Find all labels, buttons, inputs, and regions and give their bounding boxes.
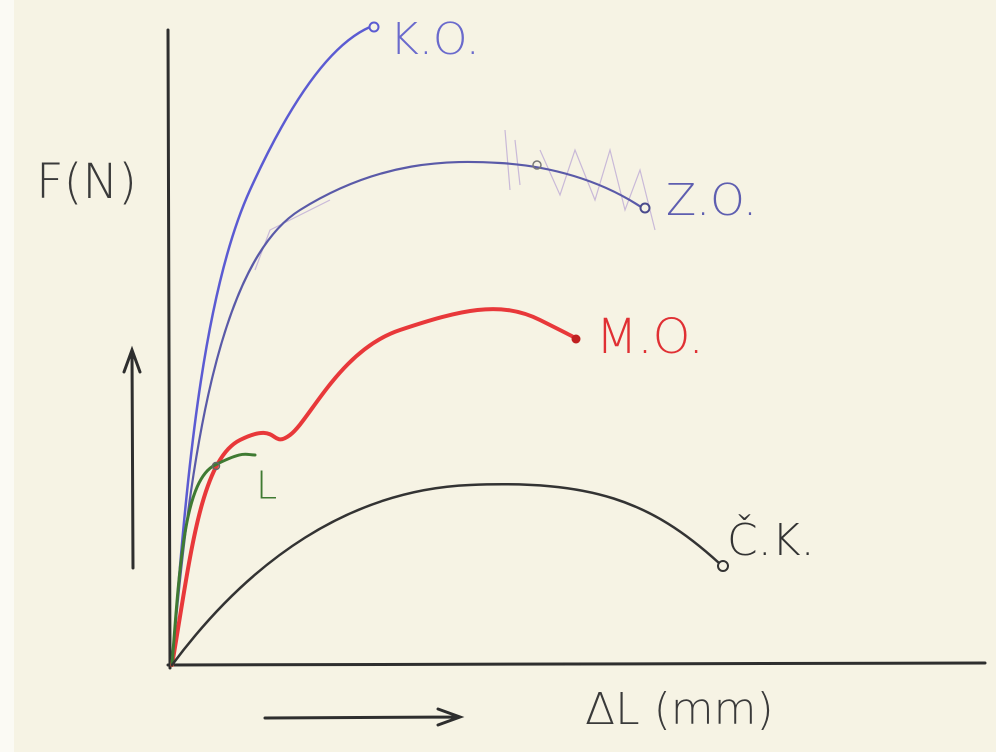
curve-label: L xyxy=(256,464,277,508)
curve-end xyxy=(571,334,581,344)
curve-mo xyxy=(170,307,577,667)
curve-zo xyxy=(170,160,643,667)
y-axis xyxy=(166,28,172,670)
curve-end xyxy=(368,21,380,33)
curve-label: Č.K. xyxy=(727,513,815,566)
curve-mark xyxy=(211,461,221,471)
curve-end xyxy=(717,560,729,572)
page-edge xyxy=(0,0,14,752)
curve-l xyxy=(170,452,257,667)
x-arrow xyxy=(263,707,465,727)
curve-end xyxy=(639,202,651,214)
curve-mark xyxy=(532,160,542,170)
curve-label: M.O. xyxy=(596,309,704,365)
x-axis xyxy=(166,661,987,667)
curve-ko xyxy=(170,25,372,667)
y-axis-label: F(N) xyxy=(36,154,137,210)
x-axis-label: ΔL (mm) xyxy=(585,684,774,735)
curve-label: K.O. xyxy=(390,14,480,65)
y-arrow xyxy=(122,345,142,570)
curve-label: Z.O. xyxy=(666,175,757,226)
curve-ck xyxy=(170,483,721,667)
